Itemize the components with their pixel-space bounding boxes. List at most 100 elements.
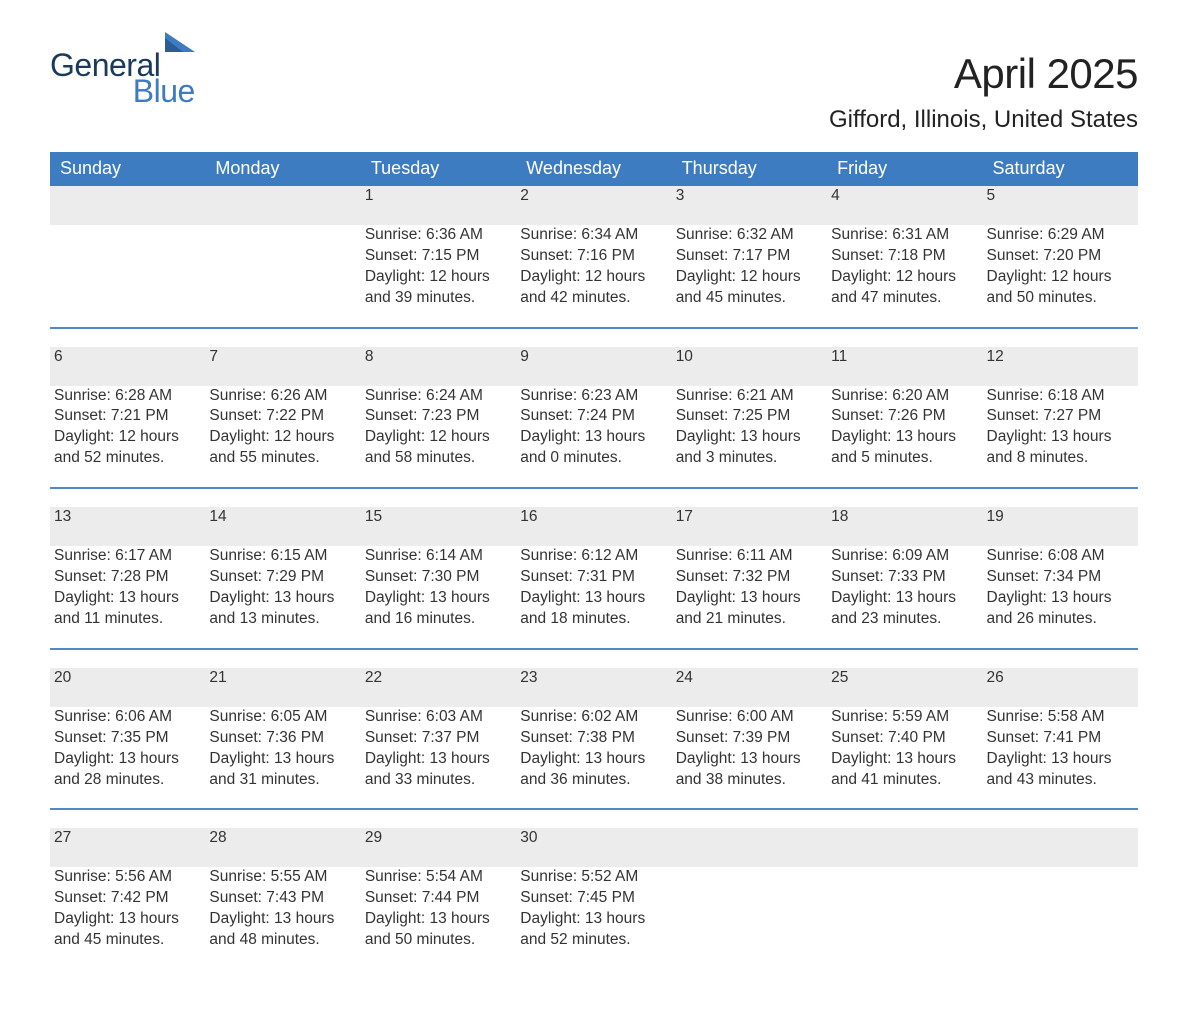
sunset-text: Sunset: 7:39 PM xyxy=(676,728,819,749)
day-cell: Sunrise: 6:15 AMSunset: 7:29 PMDaylight:… xyxy=(205,546,360,649)
day-number: 16 xyxy=(516,507,671,546)
sunrise-text: Sunrise: 5:58 AM xyxy=(987,707,1130,728)
day-cell: Sunrise: 6:17 AMSunset: 7:28 PMDaylight:… xyxy=(50,546,205,649)
day-number: 13 xyxy=(50,507,205,546)
sunset-text: Sunset: 7:24 PM xyxy=(520,406,663,427)
day-detail-row: Sunrise: 6:28 AMSunset: 7:21 PMDaylight:… xyxy=(50,386,1138,489)
weekday-header-row: Sunday Monday Tuesday Wednesday Thursday… xyxy=(50,152,1138,186)
day-detail-row: Sunrise: 6:36 AMSunset: 7:15 PMDaylight:… xyxy=(50,225,1138,328)
day-number: 15 xyxy=(361,507,516,546)
daylight-text: Daylight: 13 hours xyxy=(209,909,352,930)
day-number: 8 xyxy=(361,347,516,386)
daylight-text: and 23 minutes. xyxy=(831,609,974,630)
daylight-text: and 48 minutes. xyxy=(209,930,352,951)
sunset-text: Sunset: 7:23 PM xyxy=(365,406,508,427)
daylight-text: Daylight: 13 hours xyxy=(987,749,1130,770)
day-number: 27 xyxy=(50,828,205,867)
day-cell: Sunrise: 5:56 AMSunset: 7:42 PMDaylight:… xyxy=(50,867,205,969)
sunset-text: Sunset: 7:33 PM xyxy=(831,567,974,588)
title-block: April 2025 Gifford, Illinois, United Sta… xyxy=(829,50,1138,134)
sunrise-text: Sunrise: 5:54 AM xyxy=(365,867,508,888)
day-cell: Sunrise: 6:21 AMSunset: 7:25 PMDaylight:… xyxy=(672,386,827,489)
sunset-text: Sunset: 7:28 PM xyxy=(54,567,197,588)
sunset-text: Sunset: 7:17 PM xyxy=(676,246,819,267)
sunset-text: Sunset: 7:20 PM xyxy=(987,246,1130,267)
day-cell: Sunrise: 6:26 AMSunset: 7:22 PMDaylight:… xyxy=(205,386,360,489)
day-number: 30 xyxy=(516,828,671,867)
day-cell xyxy=(827,867,982,969)
day-cell: Sunrise: 5:58 AMSunset: 7:41 PMDaylight:… xyxy=(983,707,1138,810)
daylight-text: and 50 minutes. xyxy=(365,930,508,951)
day-number-row: 13141516171819 xyxy=(50,507,1138,546)
day-cell: Sunrise: 6:20 AMSunset: 7:26 PMDaylight:… xyxy=(827,386,982,489)
daylight-text: Daylight: 13 hours xyxy=(520,588,663,609)
daylight-text: Daylight: 13 hours xyxy=(987,588,1130,609)
day-number: 29 xyxy=(361,828,516,867)
daylight-text: and 11 minutes. xyxy=(54,609,197,630)
day-number: 19 xyxy=(983,507,1138,546)
sunset-text: Sunset: 7:40 PM xyxy=(831,728,974,749)
calendar-document: General Blue April 2025 Gifford, Illinoi… xyxy=(0,0,1188,1009)
day-number: 21 xyxy=(205,668,360,707)
sunrise-text: Sunrise: 6:11 AM xyxy=(676,546,819,567)
col-saturday: Saturday xyxy=(983,152,1138,186)
col-thursday: Thursday xyxy=(672,152,827,186)
daylight-text: and 16 minutes. xyxy=(365,609,508,630)
daylight-text: and 52 minutes. xyxy=(54,448,197,469)
day-cell: Sunrise: 6:02 AMSunset: 7:38 PMDaylight:… xyxy=(516,707,671,810)
sunset-text: Sunset: 7:29 PM xyxy=(209,567,352,588)
day-number: 4 xyxy=(827,186,982,225)
sunset-text: Sunset: 7:35 PM xyxy=(54,728,197,749)
day-number: 3 xyxy=(672,186,827,225)
sunset-text: Sunset: 7:41 PM xyxy=(987,728,1130,749)
day-number: 23 xyxy=(516,668,671,707)
day-number: 6 xyxy=(50,347,205,386)
day-cell: Sunrise: 6:03 AMSunset: 7:37 PMDaylight:… xyxy=(361,707,516,810)
week-separator xyxy=(50,328,1138,347)
daylight-text: Daylight: 13 hours xyxy=(54,909,197,930)
daylight-text: and 52 minutes. xyxy=(520,930,663,951)
daylight-text: Daylight: 13 hours xyxy=(520,749,663,770)
day-detail-row: Sunrise: 6:17 AMSunset: 7:28 PMDaylight:… xyxy=(50,546,1138,649)
header-row: General Blue April 2025 Gifford, Illinoi… xyxy=(50,50,1138,134)
day-cell: Sunrise: 6:12 AMSunset: 7:31 PMDaylight:… xyxy=(516,546,671,649)
sunset-text: Sunset: 7:38 PM xyxy=(520,728,663,749)
day-number: 1 xyxy=(361,186,516,225)
day-number: 2 xyxy=(516,186,671,225)
sunset-text: Sunset: 7:34 PM xyxy=(987,567,1130,588)
daylight-text: Daylight: 12 hours xyxy=(831,267,974,288)
day-number-blank xyxy=(50,186,205,225)
day-cell xyxy=(205,225,360,328)
daylight-text: Daylight: 12 hours xyxy=(676,267,819,288)
day-cell: Sunrise: 6:11 AMSunset: 7:32 PMDaylight:… xyxy=(672,546,827,649)
day-number: 17 xyxy=(672,507,827,546)
sunset-text: Sunset: 7:37 PM xyxy=(365,728,508,749)
daylight-text: and 58 minutes. xyxy=(365,448,508,469)
sunset-text: Sunset: 7:31 PM xyxy=(520,567,663,588)
sunrise-text: Sunrise: 6:21 AM xyxy=(676,386,819,407)
daylight-text: Daylight: 13 hours xyxy=(365,588,508,609)
location-subtitle: Gifford, Illinois, United States xyxy=(829,106,1138,134)
daylight-text: and 45 minutes. xyxy=(676,288,819,309)
daylight-text: Daylight: 13 hours xyxy=(365,909,508,930)
sunset-text: Sunset: 7:45 PM xyxy=(520,888,663,909)
sunrise-text: Sunrise: 6:29 AM xyxy=(987,225,1130,246)
day-cell: Sunrise: 6:08 AMSunset: 7:34 PMDaylight:… xyxy=(983,546,1138,649)
sunrise-text: Sunrise: 6:05 AM xyxy=(209,707,352,728)
day-cell: Sunrise: 6:34 AMSunset: 7:16 PMDaylight:… xyxy=(516,225,671,328)
sunrise-text: Sunrise: 6:18 AM xyxy=(987,386,1130,407)
sunrise-text: Sunrise: 6:34 AM xyxy=(520,225,663,246)
day-cell: Sunrise: 6:05 AMSunset: 7:36 PMDaylight:… xyxy=(205,707,360,810)
sunrise-text: Sunrise: 6:20 AM xyxy=(831,386,974,407)
day-cell: Sunrise: 6:09 AMSunset: 7:33 PMDaylight:… xyxy=(827,546,982,649)
sunset-text: Sunset: 7:25 PM xyxy=(676,406,819,427)
day-cell: Sunrise: 6:29 AMSunset: 7:20 PMDaylight:… xyxy=(983,225,1138,328)
daylight-text: and 26 minutes. xyxy=(987,609,1130,630)
col-monday: Monday xyxy=(205,152,360,186)
daylight-text: Daylight: 13 hours xyxy=(54,749,197,770)
day-cell: Sunrise: 6:31 AMSunset: 7:18 PMDaylight:… xyxy=(827,225,982,328)
day-detail-row: Sunrise: 5:56 AMSunset: 7:42 PMDaylight:… xyxy=(50,867,1138,969)
day-number: 10 xyxy=(672,347,827,386)
logo-text: General Blue xyxy=(50,50,195,107)
day-cell xyxy=(672,867,827,969)
